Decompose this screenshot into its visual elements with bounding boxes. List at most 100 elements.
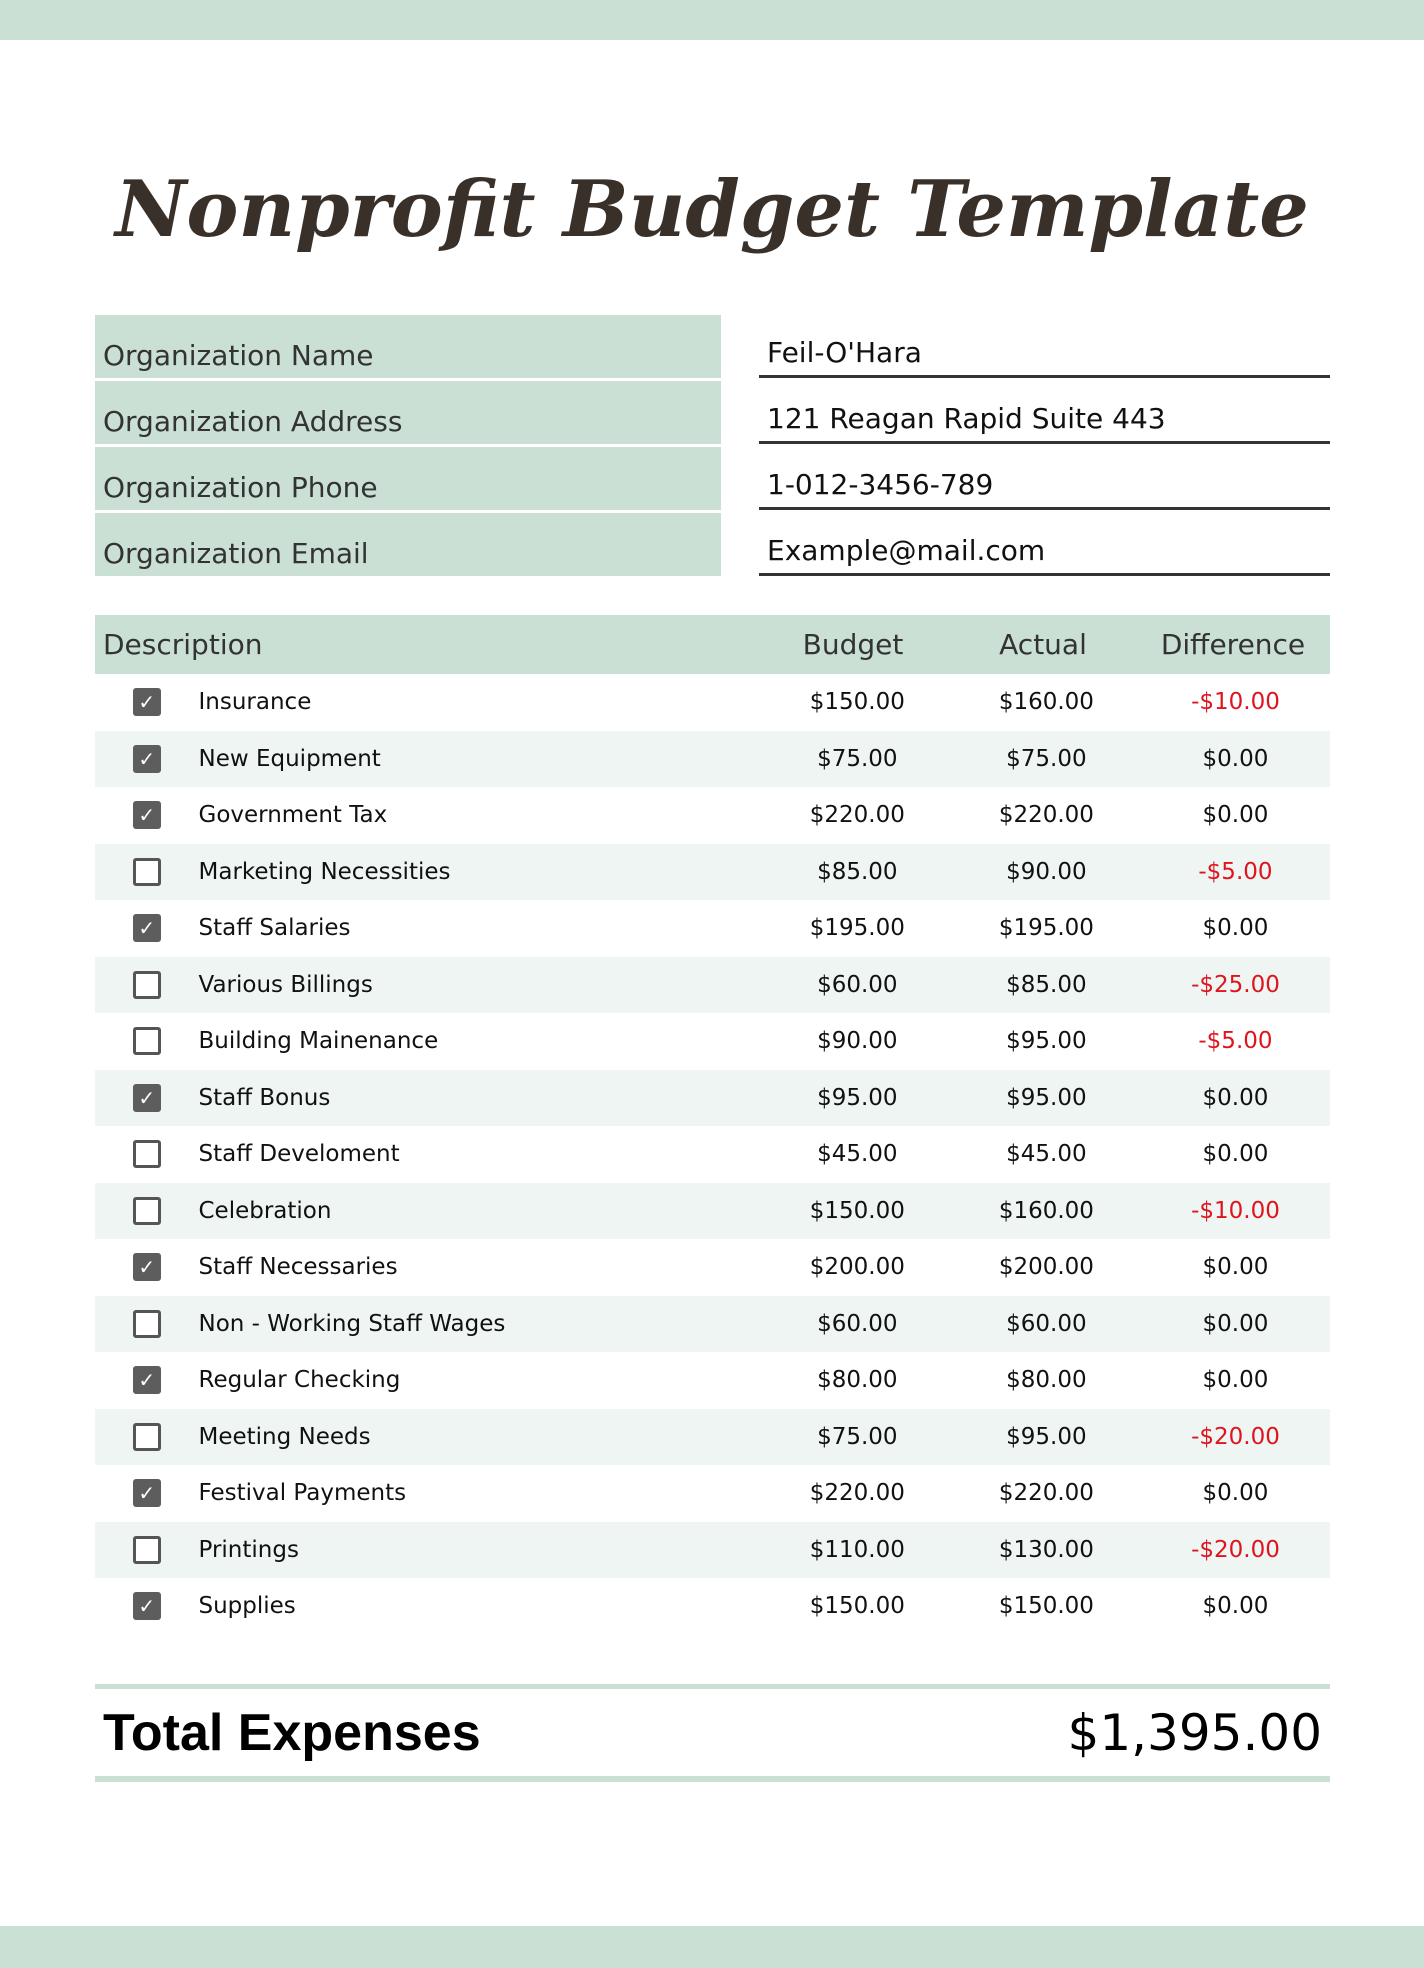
row-actual: $95.00: [1006, 1084, 1087, 1111]
row-budget: $45.00: [817, 1141, 898, 1168]
table-header: Description Budget Actual Difference: [95, 615, 1330, 674]
checkbox[interactable]: ✓: [132, 1479, 161, 1508]
row-budget: $85.00: [817, 858, 898, 885]
table-row: Non - Working Staff Wages $60.00 $60.00 …: [95, 1295, 1330, 1352]
row-actual: $95.00: [1006, 1423, 1087, 1450]
row-actual: $80.00: [1006, 1367, 1087, 1394]
table-row: ✓ Staff Necessaries $200.00 $200.00 $0.0…: [95, 1239, 1330, 1296]
row-actual: $75.00: [1006, 745, 1087, 772]
row-description: Staff Salaries: [198, 915, 351, 942]
row-budget: $220.00: [809, 802, 905, 829]
table-row: ✓ Staff Bonus $95.00 $95.00 $0.00: [95, 1069, 1330, 1126]
row-actual: $195.00: [998, 915, 1094, 942]
table-row: Celebration $150.00 $160.00 -$10.00: [95, 1182, 1330, 1239]
checkbox[interactable]: [132, 1535, 161, 1564]
check-icon: ✓: [138, 746, 156, 771]
row-budget: $150.00: [809, 689, 905, 716]
row-description: Regular Checking: [198, 1367, 401, 1394]
row-difference: $0.00: [1202, 802, 1269, 829]
checkbox[interactable]: ✓: [132, 801, 161, 830]
check-icon: ✓: [138, 1085, 156, 1110]
table-row: Various Billings $60.00 $85.00 -$25.00: [95, 956, 1330, 1013]
row-actual: $60.00: [1006, 1310, 1087, 1337]
checkbox[interactable]: ✓: [132, 1366, 161, 1395]
checkbox[interactable]: ✓: [132, 1083, 161, 1112]
row-budget: $150.00: [809, 1197, 905, 1224]
checkbox[interactable]: ✓: [132, 688, 161, 717]
checkbox[interactable]: ✓: [132, 914, 161, 943]
table-row: Printings $110.00 $130.00 -$20.00: [95, 1521, 1330, 1578]
row-budget: $75.00: [817, 1423, 898, 1450]
row-difference: -$20.00: [1191, 1536, 1280, 1563]
row-budget: $195.00: [809, 915, 905, 942]
row-budget: $60.00: [817, 971, 898, 998]
row-actual: $95.00: [1006, 1028, 1087, 1055]
header-actual: Actual: [999, 628, 1087, 661]
checkbox[interactable]: [132, 970, 161, 999]
check-icon: ✓: [138, 803, 156, 828]
checkbox[interactable]: [132, 857, 161, 886]
info-row: Organization Phone 1-012-3456-789: [95, 447, 1330, 513]
checkbox[interactable]: [132, 1140, 161, 1169]
row-budget: $200.00: [809, 1254, 905, 1281]
row-budget: $80.00: [817, 1367, 898, 1394]
table-row: ✓ New Equipment $75.00 $75.00 $0.00: [95, 730, 1330, 787]
row-description: Supplies: [198, 1593, 296, 1620]
checkbox[interactable]: ✓: [132, 1253, 161, 1282]
check-icon: ✓: [138, 916, 156, 941]
info-label: Organization Name: [95, 315, 721, 381]
row-difference: $0.00: [1202, 1367, 1269, 1394]
row-difference: -$5.00: [1198, 858, 1273, 885]
check-icon: ✓: [138, 1255, 156, 1280]
check-icon: ✓: [138, 1368, 156, 1393]
check-icon: ✓: [138, 1481, 156, 1506]
row-actual: $200.00: [998, 1254, 1094, 1281]
checkbox[interactable]: ✓: [132, 1592, 161, 1621]
row-description: Staff Necessaries: [198, 1254, 398, 1281]
info-value-field[interactable]: Feil-O'Hara: [759, 315, 1330, 378]
row-description: New Equipment: [198, 745, 381, 772]
row-actual: $85.00: [1006, 971, 1087, 998]
row-difference: -$20.00: [1191, 1423, 1280, 1450]
organization-info: Organization Name Feil-O'Hara Organizati…: [95, 315, 1330, 579]
table-body: ✓ Insurance $150.00 $160.00 -$10.00 ✓ Ne…: [95, 674, 1330, 1635]
row-description: Government Tax: [198, 802, 388, 829]
total-expenses: Total Expenses $1,395.00: [95, 1684, 1330, 1782]
table-row: ✓ Supplies $150.00 $150.00 $0.00: [95, 1578, 1330, 1635]
info-row: Organization Address 121 Reagan Rapid Su…: [95, 381, 1330, 447]
header-description: Description: [103, 628, 263, 661]
top-band: [0, 0, 1424, 40]
budget-table: Description Budget Actual Difference ✓ I…: [95, 615, 1330, 1635]
row-description: Insurance: [198, 689, 312, 716]
info-value-field[interactable]: 1-012-3456-789: [759, 447, 1330, 510]
info-value-field[interactable]: 121 Reagan Rapid Suite 443: [759, 381, 1330, 444]
header-difference: Difference: [1160, 628, 1306, 661]
row-actual: $220.00: [998, 802, 1094, 829]
row-actual: $220.00: [998, 1480, 1094, 1507]
row-actual: $90.00: [1006, 858, 1087, 885]
row-description: Various Billings: [198, 971, 373, 998]
row-budget: $95.00: [817, 1084, 898, 1111]
row-description: Building Mainenance: [198, 1028, 439, 1055]
checkbox[interactable]: [132, 1422, 161, 1451]
row-budget: $75.00: [817, 745, 898, 772]
row-difference: $0.00: [1202, 915, 1269, 942]
total-value: $1,395.00: [1067, 1703, 1322, 1762]
checkbox[interactable]: [132, 1027, 161, 1056]
page-title: Nonprofit Budget Template: [115, 164, 1309, 255]
row-description: Festival Payments: [198, 1480, 407, 1507]
table-row: ✓ Festival Payments $220.00 $220.00 $0.0…: [95, 1465, 1330, 1522]
checkbox[interactable]: [132, 1309, 161, 1338]
row-description: Meeting Needs: [198, 1423, 371, 1450]
bottom-band: [0, 1926, 1424, 1968]
info-label: Organization Email: [95, 513, 721, 579]
row-description: Celebration: [198, 1197, 332, 1224]
table-row: ✓ Government Tax $220.00 $220.00 $0.00: [95, 787, 1330, 844]
info-value-field[interactable]: Example@mail.com: [759, 513, 1330, 576]
row-difference: $0.00: [1202, 1254, 1269, 1281]
checkbox[interactable]: [132, 1196, 161, 1225]
row-description: Staff Bonus: [198, 1084, 331, 1111]
table-row: ✓ Staff Salaries $195.00 $195.00 $0.00: [95, 900, 1330, 957]
row-budget: $90.00: [817, 1028, 898, 1055]
checkbox[interactable]: ✓: [132, 744, 161, 773]
